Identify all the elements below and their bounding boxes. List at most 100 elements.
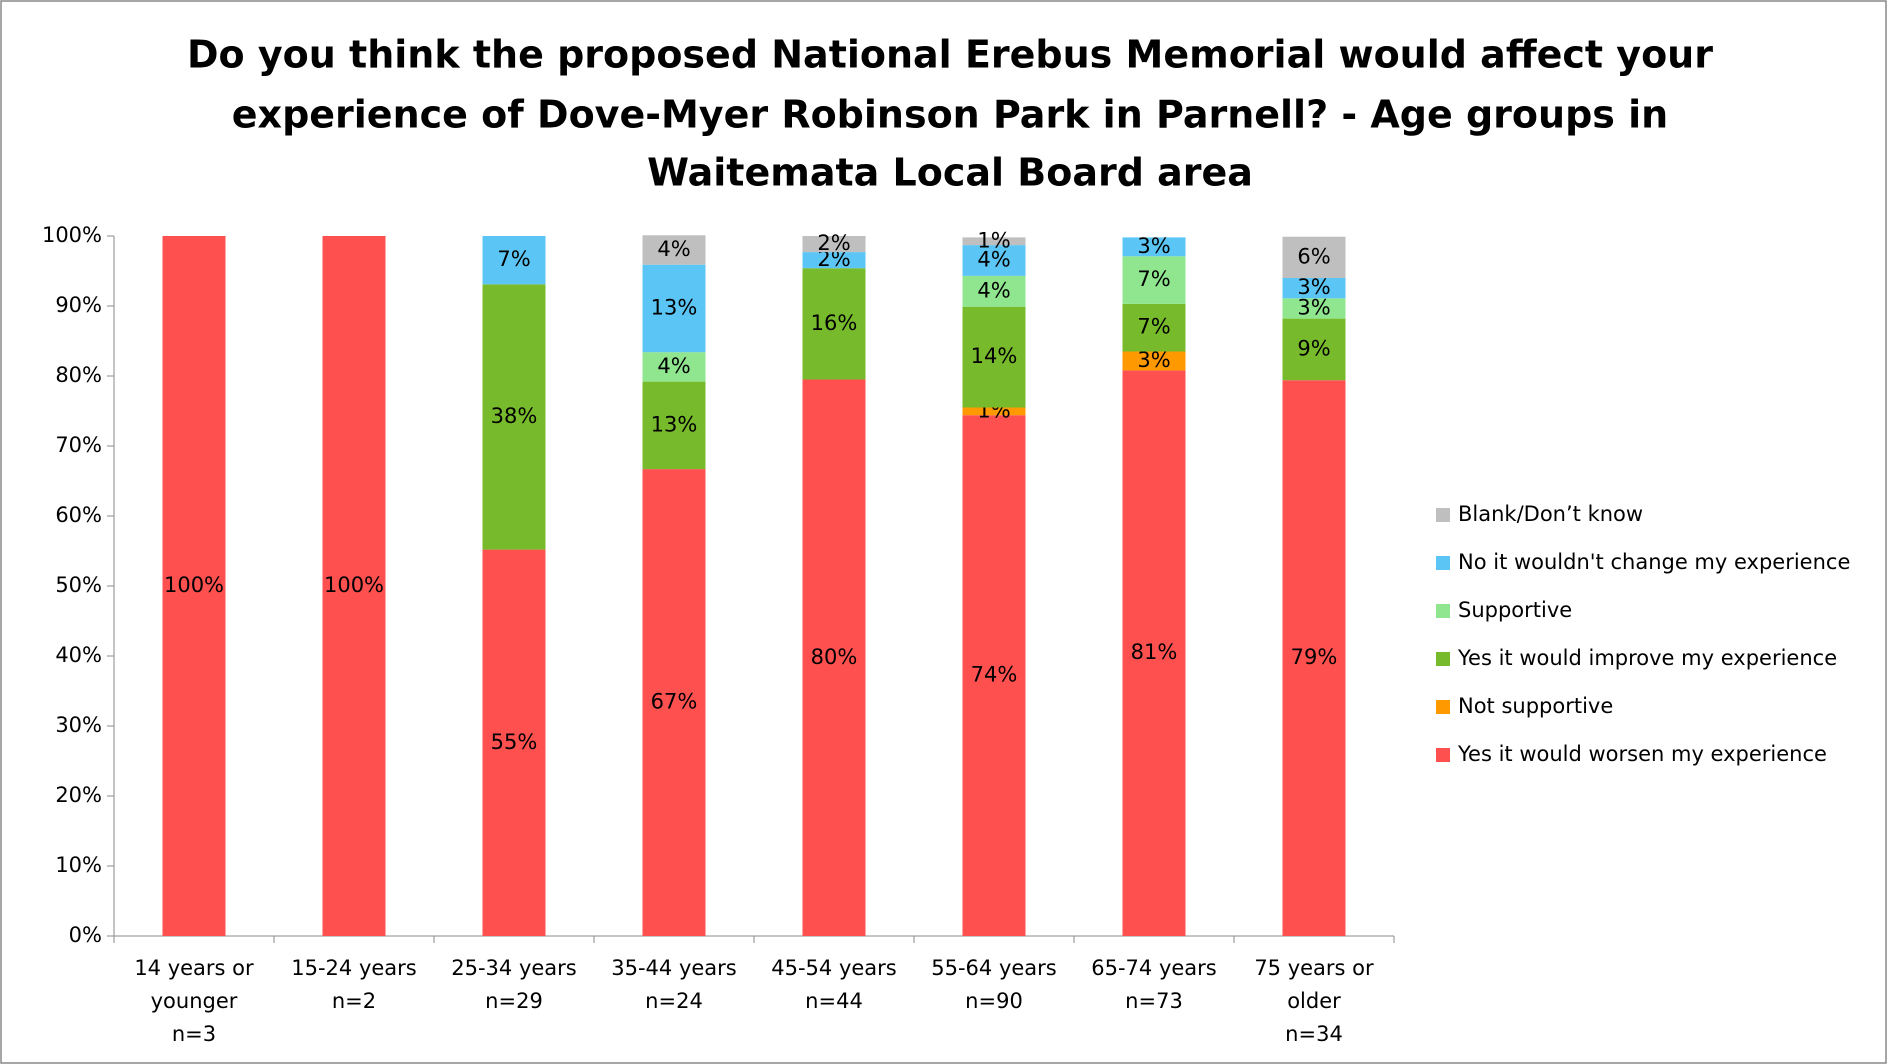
x-tick-label: 75 years or bbox=[1254, 956, 1374, 980]
legend-swatch bbox=[1436, 700, 1450, 714]
bar-segment bbox=[962, 237, 1026, 246]
data-label: 4% bbox=[977, 248, 1010, 272]
data-label: 3% bbox=[1297, 275, 1330, 299]
bar-segment bbox=[482, 284, 546, 550]
bar-segment bbox=[642, 264, 706, 353]
y-tick-label: 40% bbox=[55, 643, 102, 667]
legend-label: Yes it would worsen my experience bbox=[1457, 742, 1827, 766]
data-label: 79% bbox=[1291, 645, 1338, 669]
data-label: 2% bbox=[817, 231, 850, 255]
bar-segment bbox=[962, 245, 1026, 276]
legend-label: Yes it would improve my experience bbox=[1457, 646, 1837, 670]
x-tick-label: n=29 bbox=[485, 989, 543, 1013]
bar-segment bbox=[1282, 298, 1346, 319]
y-tick-label: 90% bbox=[55, 293, 102, 317]
data-label: 100% bbox=[324, 573, 384, 597]
legend-swatch bbox=[1436, 748, 1450, 762]
data-label: 13% bbox=[651, 412, 698, 436]
data-label: 4% bbox=[657, 237, 690, 261]
data-label: 7% bbox=[1137, 315, 1170, 339]
data-label: 4% bbox=[657, 354, 690, 378]
data-label: 13% bbox=[651, 295, 698, 319]
bar-segment bbox=[1122, 303, 1186, 352]
legend-label: Not supportive bbox=[1458, 694, 1613, 718]
bar-segment bbox=[1282, 278, 1346, 299]
y-tick-label: 60% bbox=[55, 503, 102, 527]
x-tick-label: 35-44 years bbox=[611, 956, 737, 980]
legend-label: Blank/Don’t know bbox=[1458, 502, 1643, 526]
bar-segment bbox=[802, 268, 866, 380]
data-label: 1% bbox=[977, 228, 1010, 252]
y-tick-label: 50% bbox=[55, 573, 102, 597]
y-tick-label: 30% bbox=[55, 713, 102, 737]
x-tick-label: n=3 bbox=[172, 1022, 216, 1046]
bar-segment bbox=[802, 236, 866, 253]
bar-segment bbox=[1122, 370, 1186, 936]
y-tick-label: 80% bbox=[55, 363, 102, 387]
x-tick-label: n=44 bbox=[805, 989, 863, 1013]
bar-segment bbox=[162, 236, 226, 936]
legend-swatch bbox=[1436, 556, 1450, 570]
bar-segment bbox=[482, 236, 546, 285]
x-tick-label: 45-54 years bbox=[771, 956, 897, 980]
chart-title: Do you think the proposed National Erebu… bbox=[187, 33, 1713, 77]
x-tick-label: 65-74 years bbox=[1091, 956, 1217, 980]
y-tick-label: 20% bbox=[55, 783, 102, 807]
bar-segment bbox=[1122, 256, 1186, 304]
bar-segment bbox=[482, 549, 546, 936]
bar-segment bbox=[962, 306, 1026, 408]
bar-segment bbox=[962, 415, 1026, 936]
x-tick-label: n=24 bbox=[645, 989, 703, 1013]
data-label: 3% bbox=[1137, 234, 1170, 258]
data-label: 7% bbox=[497, 247, 530, 271]
legend-label: Supportive bbox=[1458, 598, 1572, 622]
data-label: 3% bbox=[1137, 348, 1170, 372]
y-tick-label: 10% bbox=[55, 853, 102, 877]
bar-segment bbox=[802, 252, 866, 269]
legend-swatch bbox=[1436, 604, 1450, 618]
legend-swatch bbox=[1436, 652, 1450, 666]
x-tick-label: 25-34 years bbox=[451, 956, 577, 980]
data-label: 3% bbox=[1297, 295, 1330, 319]
data-label: 55% bbox=[491, 730, 538, 754]
data-label: 38% bbox=[491, 404, 538, 428]
bar-segment bbox=[1282, 380, 1346, 936]
bar-segment bbox=[802, 379, 866, 936]
data-label: 4% bbox=[977, 278, 1010, 302]
x-tick-label: 55-64 years bbox=[931, 956, 1057, 980]
data-label: 6% bbox=[1297, 244, 1330, 268]
y-tick-label: 100% bbox=[42, 223, 102, 247]
bar-segment bbox=[1282, 318, 1346, 381]
bar-segment bbox=[962, 275, 1026, 307]
y-tick-label: 0% bbox=[69, 923, 102, 947]
data-label: 14% bbox=[971, 344, 1018, 368]
data-label: 80% bbox=[811, 645, 858, 669]
bar-segment bbox=[1282, 236, 1346, 278]
data-label: 100% bbox=[164, 573, 224, 597]
data-label: 9% bbox=[1297, 336, 1330, 360]
data-label: 74% bbox=[971, 663, 1018, 687]
bar-segment bbox=[1122, 237, 1186, 257]
x-tick-label: older bbox=[1287, 989, 1341, 1013]
x-tick-label: 14 years or bbox=[134, 956, 254, 980]
data-label: 16% bbox=[811, 311, 858, 335]
x-tick-label: n=90 bbox=[965, 989, 1023, 1013]
bar-segment bbox=[962, 407, 1026, 416]
bar-segment bbox=[642, 469, 706, 936]
bar-segment bbox=[1122, 351, 1186, 371]
bar-segment bbox=[642, 235, 706, 265]
legend-label: No it wouldn't change my experience bbox=[1458, 550, 1850, 574]
bar-segment bbox=[322, 236, 386, 936]
x-tick-label: n=34 bbox=[1285, 1022, 1343, 1046]
bar-segment bbox=[642, 352, 706, 382]
x-tick-label: n=2 bbox=[332, 989, 376, 1013]
data-label: 81% bbox=[1131, 640, 1178, 664]
x-tick-label: younger bbox=[151, 989, 238, 1013]
data-label: 7% bbox=[1137, 267, 1170, 291]
x-tick-label: 15-24 years bbox=[291, 956, 417, 980]
bar-segment bbox=[642, 381, 706, 470]
chart-title: Waitemata Local Board area bbox=[647, 151, 1253, 195]
chart-title: experience of Dove-Myer Robinson Park in… bbox=[232, 93, 1668, 137]
